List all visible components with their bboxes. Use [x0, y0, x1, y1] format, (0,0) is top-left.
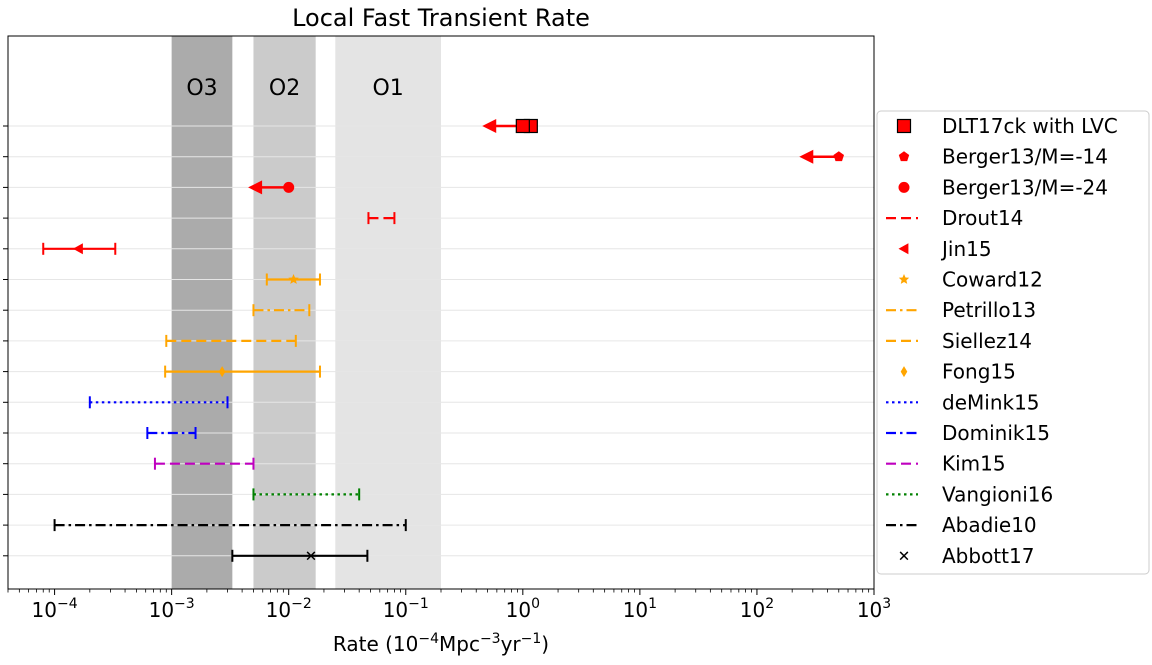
x-axis: 10−4 10−3 10−2 10−1 100 101 102 103: [7, 589, 891, 622]
legend-item-demink15: deMink15: [886, 390, 1040, 414]
band-o3: [171, 36, 233, 589]
x-tick-label: 10−2: [266, 596, 312, 622]
marker-triangle-left: [72, 243, 83, 255]
x-tick-label: 102: [740, 596, 774, 622]
marker-star: [898, 274, 910, 284]
marker-x: [306, 551, 316, 561]
marker-square: [896, 118, 912, 134]
legend-item-siellez14: Siellez14: [886, 329, 1032, 353]
series-siellez14: [165, 334, 297, 347]
marker-pentagon: [898, 151, 910, 162]
legend-item-abadie10: Abadie10: [886, 513, 1037, 537]
legend-label: Berger13/M=-24: [942, 175, 1108, 199]
x-tick-label: 10−1: [383, 596, 429, 622]
band-label-o2: O2: [269, 76, 300, 101]
series-vangioni16: [252, 488, 361, 501]
series-dominik15: [146, 427, 197, 439]
legend-label: Abbott17: [942, 544, 1034, 568]
legend-item-jin15: Jin15: [898, 237, 992, 261]
legend-frame: [876, 110, 1150, 575]
marker-circle: [283, 181, 295, 193]
legend-label: deMink15: [942, 390, 1040, 414]
legend-item-drout14: Drout14: [886, 206, 1023, 230]
marker-diamond: [218, 366, 226, 378]
legend-item-petrillo13: Petrillo13: [886, 298, 1036, 322]
marker-star: [288, 274, 299, 284]
band-o1: [335, 36, 441, 589]
legend-label: Fong15: [942, 360, 1016, 384]
legend-label: Vangioni16: [942, 482, 1053, 506]
x-axis-label: Rate (10−4Mpc−3yr−1): [333, 631, 549, 656]
legend-item-dominik15: Dominik15: [886, 421, 1050, 445]
upper-limit-arrow: [248, 180, 263, 195]
legend-item-berger13-m-24: Berger13/M=-24: [898, 175, 1108, 199]
legend-label: Drout14: [942, 206, 1023, 230]
x-tick-label: 100: [506, 596, 540, 622]
marker-square: [515, 118, 530, 134]
upper-limit-arrow: [482, 119, 497, 133]
marker-diamond: [900, 366, 908, 378]
legend-label: Dominik15: [942, 421, 1050, 445]
x-tick-label: 101: [623, 596, 657, 622]
series-berger13-m-24: [248, 180, 295, 195]
upper-limit-arrow: [799, 149, 814, 164]
legend-item-kim15: Kim15: [886, 452, 1006, 476]
series-jin15: [42, 242, 117, 255]
legend-label: Kim15: [942, 452, 1006, 476]
marker-x: [899, 551, 909, 561]
legend-label: Jin15: [940, 237, 992, 261]
legend-item-fong15: Fong15: [900, 360, 1016, 384]
series-drout14: [367, 212, 396, 225]
series-abadie10: [53, 519, 407, 532]
legend-label: Coward12: [942, 268, 1043, 292]
legend: DLT17ck with LVC Berger13/M=-14 Berger13/M…: [876, 110, 1150, 575]
band-label-o1: O1: [372, 76, 403, 101]
x-tick-label: 103: [857, 596, 891, 622]
bands-group: O3 O2 O1: [171, 36, 441, 589]
legend-item-abbott17: Abbott17: [899, 544, 1034, 568]
legend-item-dlt17ck-with-lvc: DLT17ck with LVC: [896, 114, 1118, 138]
legend-label: Petrillo13: [942, 298, 1036, 322]
x-tick-label: 10−4: [32, 596, 78, 622]
series-fong15: [164, 365, 321, 378]
series-group: [42, 118, 844, 562]
series-petrillo13: [252, 304, 311, 317]
series-demink15: [88, 396, 229, 409]
legend-item-berger13-m-14: Berger13/M=-14: [898, 145, 1108, 169]
series-berger13-m-14: [799, 149, 844, 164]
marker-triangle-left: [898, 243, 909, 255]
legend-item-coward12: Coward12: [898, 268, 1043, 292]
band-label-o3: O3: [186, 76, 217, 101]
legend-label: Berger13/M=-14: [942, 145, 1108, 169]
legend-label: DLT17ck with LVC: [942, 114, 1118, 138]
band-o2: [253, 36, 316, 589]
legend-label: Abadie10: [942, 513, 1037, 537]
series-kim15: [153, 457, 255, 470]
series-dlt17ck-with-lvc: [482, 118, 538, 134]
legend-label: Siellez14: [942, 329, 1032, 353]
chart-title: Local Fast Transient Rate: [292, 4, 590, 32]
x-tick-label: 10−3: [149, 596, 195, 622]
legend-item-vangioni16: Vangioni16: [886, 482, 1053, 506]
series-abbott17: [231, 549, 369, 562]
marker-pentagon: [833, 151, 844, 162]
series-coward12: [265, 273, 321, 286]
marker-circle: [898, 181, 910, 193]
